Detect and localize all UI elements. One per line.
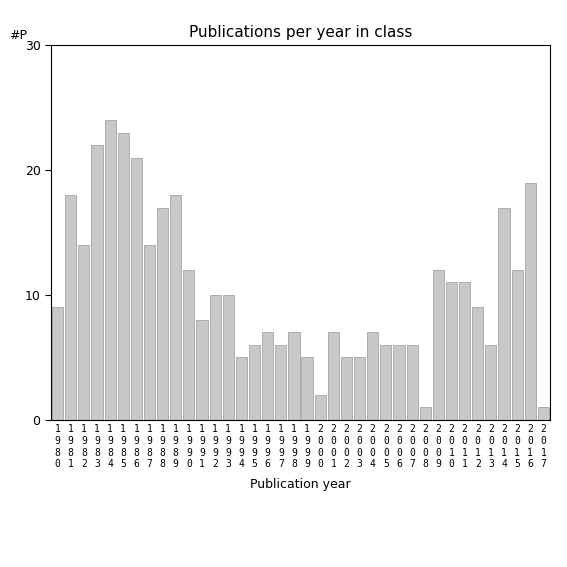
- Bar: [328, 332, 339, 420]
- Title: Publications per year in class: Publications per year in class: [189, 25, 412, 40]
- Bar: [118, 133, 129, 420]
- Bar: [367, 332, 378, 420]
- Bar: [393, 345, 405, 420]
- Bar: [354, 357, 365, 420]
- Bar: [249, 345, 260, 420]
- Bar: [223, 295, 234, 420]
- Bar: [262, 332, 273, 420]
- Bar: [183, 270, 194, 420]
- Bar: [446, 282, 457, 420]
- Bar: [78, 245, 90, 420]
- Bar: [144, 245, 155, 420]
- Bar: [485, 345, 497, 420]
- X-axis label: Publication year: Publication year: [250, 477, 351, 490]
- Bar: [131, 158, 142, 420]
- Bar: [104, 120, 116, 420]
- Bar: [380, 345, 391, 420]
- Bar: [472, 307, 483, 420]
- Bar: [420, 407, 431, 420]
- Bar: [511, 270, 523, 420]
- Bar: [65, 195, 77, 420]
- Bar: [524, 183, 536, 420]
- Bar: [315, 395, 326, 420]
- Bar: [341, 357, 352, 420]
- Bar: [196, 320, 208, 420]
- Bar: [407, 345, 418, 420]
- Bar: [433, 270, 444, 420]
- Bar: [275, 345, 286, 420]
- Bar: [538, 407, 549, 420]
- Bar: [498, 208, 510, 420]
- Bar: [302, 357, 312, 420]
- Bar: [459, 282, 470, 420]
- Bar: [52, 307, 63, 420]
- Text: #P: #P: [9, 28, 27, 41]
- Bar: [170, 195, 181, 420]
- Bar: [289, 332, 299, 420]
- Bar: [157, 208, 168, 420]
- Bar: [91, 145, 103, 420]
- Bar: [236, 357, 247, 420]
- Bar: [210, 295, 221, 420]
